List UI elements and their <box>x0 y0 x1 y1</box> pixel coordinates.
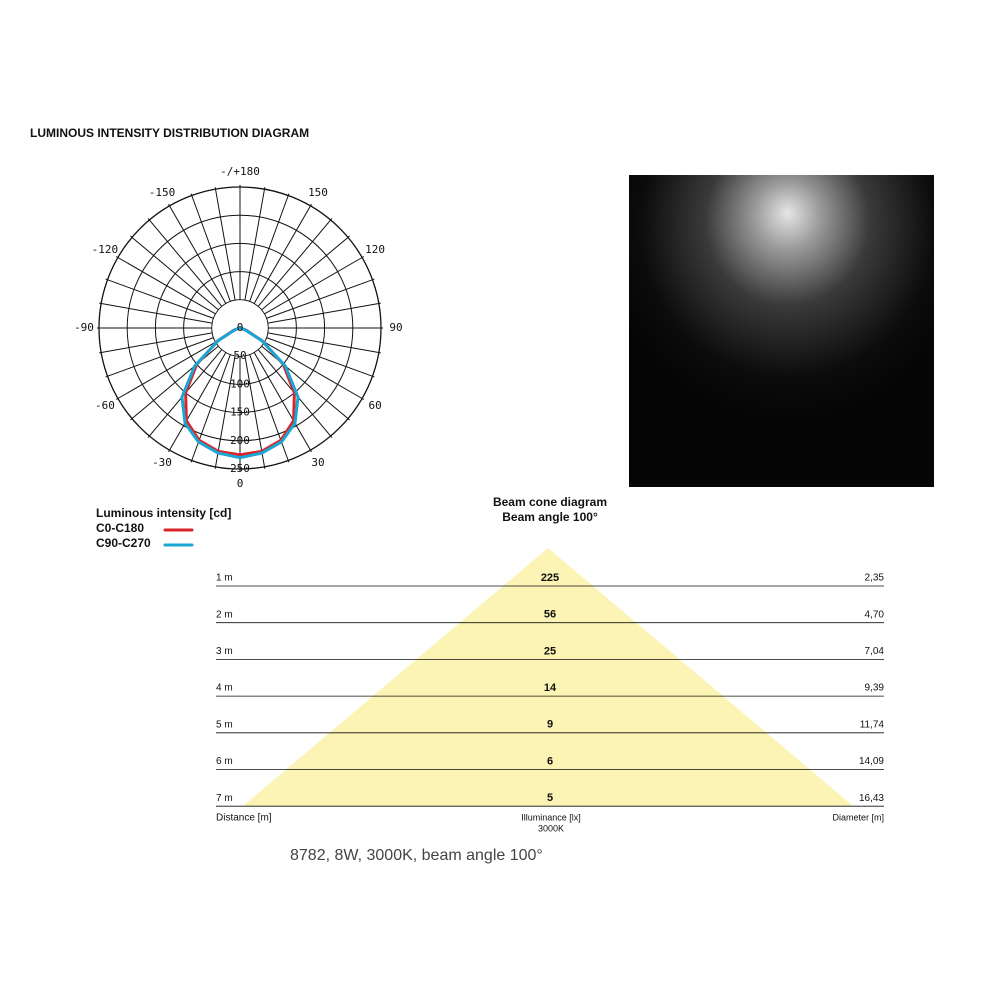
grid-circle <box>98 186 382 470</box>
angle-label: -/+180 <box>220 165 260 178</box>
illuminance: 9 <box>547 719 553 731</box>
radial-line <box>267 302 381 324</box>
radial-line <box>253 203 312 304</box>
distance: 2 m <box>216 609 233 620</box>
beam-subtitle: Beam angle 100° <box>502 510 598 524</box>
illuminance: 6 <box>547 755 553 767</box>
diameter: 14,09 <box>859 756 884 767</box>
radial-tick-label: 100 <box>230 377 250 390</box>
radial-tick-label: 250 <box>230 462 250 475</box>
radial-tick-label: 50 <box>233 349 246 362</box>
angle-label: -150 <box>149 186 176 199</box>
diameter: 2,35 <box>865 573 885 584</box>
radial-line <box>264 341 365 400</box>
radial-line <box>214 187 236 301</box>
distance: 6 m <box>216 756 233 767</box>
radial-line <box>264 256 365 315</box>
beam-photo <box>629 175 934 487</box>
angle-label: 30 <box>311 456 324 469</box>
legend-title: Luminous intensity [cd] <box>96 506 231 520</box>
intensity-curve <box>180 326 300 460</box>
angle-label: 120 <box>365 243 385 256</box>
radial-line <box>261 235 350 311</box>
angle-label: 60 <box>368 399 381 412</box>
legend-label: C90-C270 <box>96 536 151 550</box>
diameter: 9,39 <box>865 683 885 694</box>
radial-line <box>249 354 290 463</box>
angle-label: -30 <box>152 456 172 469</box>
radial-line <box>168 352 227 453</box>
radial-line <box>244 187 266 301</box>
radial-line <box>249 193 290 302</box>
radial-line <box>190 193 231 302</box>
diameter: 11,74 <box>860 719 885 730</box>
radial-line <box>190 354 231 463</box>
distance: 1 m <box>216 573 233 584</box>
radial-tick-label: 200 <box>230 434 250 447</box>
radial-line <box>261 345 350 421</box>
angle-label: 150 <box>308 186 328 199</box>
cct-label: 3000K <box>538 823 564 833</box>
column-header: Illuminance [lx] <box>521 812 581 822</box>
angle-label: 0 <box>237 477 244 490</box>
illuminance: 14 <box>544 682 557 694</box>
angle-label: -60 <box>95 399 115 412</box>
grid-circle <box>211 299 269 357</box>
illuminance: 5 <box>547 792 553 804</box>
radial-line <box>253 352 312 453</box>
illuminance: 225 <box>541 572 559 584</box>
beam-cone <box>243 548 853 806</box>
column-header: Diameter [m] <box>832 812 884 822</box>
beam-title: Beam cone diagram <box>493 495 607 509</box>
radial-line <box>99 332 213 354</box>
radial-line <box>105 278 214 319</box>
radial-tick-label: 0 <box>237 321 244 334</box>
radial-line <box>99 302 213 324</box>
radial-tick-label: 150 <box>230 406 250 419</box>
radial-line <box>266 278 375 319</box>
illuminance: 25 <box>544 645 556 657</box>
distance: 5 m <box>216 719 233 730</box>
legend-label: C0-C180 <box>96 521 144 535</box>
diameter: 16,43 <box>859 793 884 804</box>
diameter: 4,70 <box>865 609 885 620</box>
diameter: 7,04 <box>865 646 885 657</box>
radial-line <box>115 256 216 315</box>
radial-line <box>130 345 219 421</box>
caption: 8782, 8W, 3000K, beam angle 100° <box>290 847 543 864</box>
angle-label: -90 <box>74 321 94 334</box>
distance: 3 m <box>216 646 233 657</box>
radial-line <box>168 203 227 304</box>
grid-circle <box>183 271 297 385</box>
grid-circle <box>154 242 326 414</box>
column-header: Distance [m] <box>216 813 272 824</box>
radial-line <box>266 337 375 378</box>
radial-line <box>267 332 381 354</box>
radial-line <box>257 218 333 307</box>
radial-line <box>115 341 216 400</box>
grid-circle <box>126 214 354 442</box>
radial-line <box>147 218 223 307</box>
angle-label: 90 <box>389 321 402 334</box>
radial-line <box>105 337 214 378</box>
illuminance: 56 <box>544 609 556 621</box>
angle-label: -120 <box>92 243 119 256</box>
radial-line <box>130 235 219 311</box>
distance: 4 m <box>216 683 233 694</box>
distance: 7 m <box>216 793 233 804</box>
page-title: LUMINOUS INTENSITY DISTRIBUTION DIAGRAM <box>30 126 309 140</box>
